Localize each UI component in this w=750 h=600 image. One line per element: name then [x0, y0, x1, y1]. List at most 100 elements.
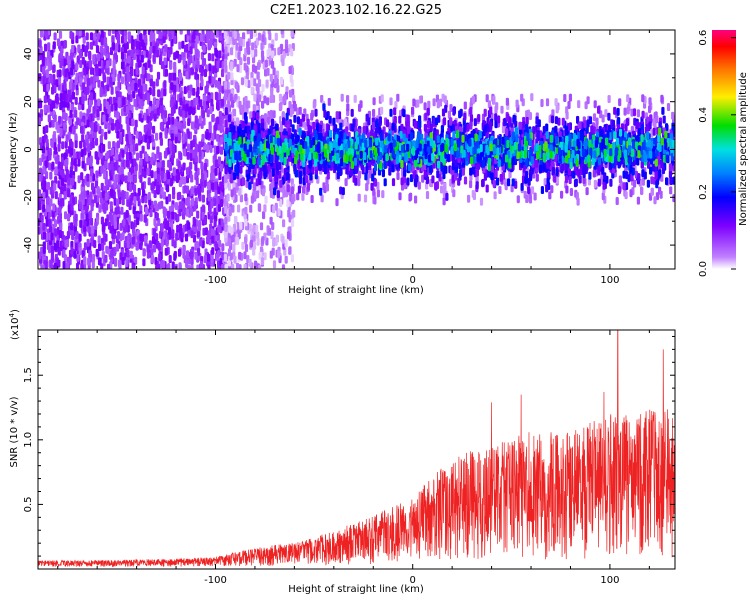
spectrogram-cell [208, 75, 212, 84]
spectrogram-cell [196, 60, 200, 69]
spectrogram-cell [181, 40, 185, 49]
spectrogram-cell [177, 132, 182, 141]
spectrogram-cell [57, 143, 61, 152]
spectrogram-cell [156, 173, 161, 182]
spectrogram-cell [281, 185, 286, 194]
spectrogram-cell [128, 134, 132, 143]
spectrogram-cell [168, 72, 172, 81]
spectrogram-cell [91, 225, 95, 234]
spectrogram-cell [560, 190, 564, 199]
spectrogram-cell [57, 259, 61, 268]
spectrogram-cell [126, 240, 130, 249]
spectrogram-cell [106, 76, 110, 85]
spectrogram-cell [95, 45, 100, 54]
spectrogram-cell [77, 158, 81, 167]
spectrogram-cell [74, 96, 78, 105]
spectrogram-cell [192, 87, 196, 96]
spectrogram-cell [177, 160, 181, 169]
spectrogram-cell [64, 239, 68, 248]
spectrogram-cell [180, 176, 184, 185]
spectrogram-cell [91, 140, 95, 149]
spectrogram-cell [244, 218, 248, 227]
spectrogram-cell [255, 224, 259, 233]
spectrogram-cell [564, 175, 569, 184]
spectrogram-cell [199, 238, 203, 247]
spectrogram-cell [101, 190, 106, 199]
spectrogram-cell [186, 151, 190, 160]
spectrogram-cell [187, 118, 191, 126]
spectrogram-cell [218, 30, 222, 36]
spectrogram-cell [48, 55, 52, 64]
spectrogram-cell [159, 260, 163, 268]
spectrogram-cell [93, 228, 97, 237]
spectrogram-cell [38, 189, 42, 198]
spectrogram-cell [83, 242, 88, 251]
spectrogram-cell [198, 141, 202, 150]
spectrogram-cell [52, 65, 56, 74]
spectrogram-cell [244, 193, 248, 202]
spectrogram-cell [124, 224, 128, 233]
spectrogram-cell [176, 224, 180, 233]
spectrogram-cell [671, 111, 675, 120]
spectrogram-cell [607, 95, 611, 103]
spectrogram-cell [126, 249, 130, 258]
spectrogram-cell [89, 66, 93, 75]
spectrogram-cell [109, 188, 113, 197]
spectrogram-cell [597, 105, 601, 114]
spectrogram-cell [69, 138, 73, 147]
spectrogram-cell [131, 41, 135, 50]
spectrogram-cell [251, 195, 255, 204]
spectrogram-cell [421, 174, 425, 183]
spectrogram-cell [63, 152, 67, 161]
spectrogram-cell [175, 50, 179, 59]
spectrogram-cell [95, 248, 99, 257]
spectrogram-cell [202, 100, 206, 109]
spectrogram-cell [169, 46, 173, 55]
spectrogram-cell [56, 240, 60, 249]
spectrogram-cell [210, 200, 214, 209]
spectrogram-cell [132, 228, 136, 237]
spectrogram-cell [42, 241, 46, 250]
spectrogram-cell [340, 93, 344, 102]
spectrogram-cell [171, 229, 175, 238]
spectrogram-cell [607, 112, 611, 121]
spectrogram-cell [122, 97, 126, 106]
spectrogram-cell [172, 186, 176, 195]
spectrogram-cell [257, 32, 261, 41]
spectrogram-cell [256, 231, 260, 240]
spectrogram-cell [87, 77, 91, 86]
spectrogram-cell [210, 98, 214, 107]
spectrogram-cell [250, 176, 254, 184]
spectrogram-cell [154, 257, 158, 265]
spectrogram-cell [586, 96, 590, 105]
spectrogram-cell [595, 117, 599, 126]
spectrogram-cell [238, 65, 243, 73]
spectrogram-cell [125, 259, 129, 267]
spectrogram-cell [200, 34, 204, 42]
spectrogram-cell [245, 72, 249, 81]
spectrogram-cell [158, 201, 162, 210]
spectrogram-cell [158, 253, 162, 262]
spectrogram-cell [89, 168, 94, 177]
spectrogram-cell [471, 95, 475, 104]
spectrogram-cell [93, 32, 97, 41]
spectrogram-cell [165, 220, 169, 229]
spectrogram-cell [153, 113, 157, 122]
spectrogram-cell [155, 132, 159, 141]
spectrogram-cell [74, 213, 78, 222]
spectrogram-cell [269, 190, 273, 198]
spectrogram-cell [380, 94, 384, 103]
spectrogram-cell [168, 33, 172, 42]
spectrogram-cell [120, 108, 125, 117]
spectrogram-cell [230, 61, 234, 70]
spectrogram-cell [125, 105, 130, 114]
spectrogram-cell [113, 51, 118, 59]
spectrogram-cell [211, 53, 215, 62]
spectrogram-cell [203, 216, 207, 225]
spectrogram-cell [178, 223, 183, 232]
spectrogram-cell [71, 232, 75, 241]
spectrogram-cell [175, 83, 180, 92]
spectrogram-cell [71, 82, 75, 91]
spectrogram-cell [214, 181, 218, 190]
spectrogram-cell [281, 58, 285, 66]
